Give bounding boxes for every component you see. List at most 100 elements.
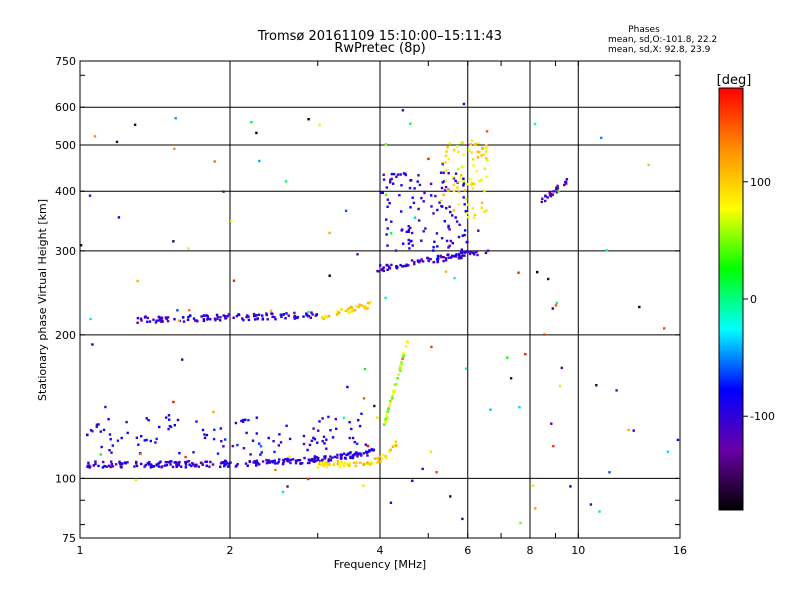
data-point [466,183,469,186]
data-point [486,159,489,162]
data-point [358,303,361,306]
colorbar-ticks: 100 0 -100 [743,176,775,423]
data-point [247,419,250,422]
y-tick-label: 100 [55,472,76,485]
data-point [401,265,404,268]
data-point [436,257,439,261]
data-point [322,460,325,464]
data-point [325,315,328,319]
data-point [95,425,98,428]
data-point [477,229,480,232]
data-point [102,460,105,464]
data-point [444,161,447,164]
data-point [386,263,389,267]
data-point [266,318,269,321]
data-point [148,460,151,464]
chart-title: Tromsø 20161109 15:10:00–15:11:43 [257,29,502,44]
data-point [115,140,119,144]
data-point [381,453,385,457]
data-point [482,153,486,156]
data-point [385,186,388,189]
data-point [436,259,439,263]
data-point [256,317,259,321]
data-point [456,186,459,189]
data-point [340,453,344,457]
data-point [227,465,230,468]
data-point [379,264,382,267]
data-point [255,314,258,317]
data-point [139,317,143,320]
data-point [255,131,258,135]
data-point [145,417,148,420]
data-point [393,444,396,447]
data-point [462,184,465,187]
data-point [329,429,332,432]
data-point [323,462,326,466]
data-point [439,171,443,174]
data-point [108,433,112,436]
data-point [464,198,468,201]
data-point [293,311,296,315]
data-point [427,157,430,161]
chart-subtitle: RwPretec (8p) [334,41,425,56]
data-point [343,461,347,464]
data-point [149,466,153,469]
data-point [328,462,331,466]
data-point [288,458,292,462]
data-point [477,142,480,145]
data-point [209,460,212,464]
data-point [389,232,393,235]
data-point [246,314,249,317]
data-point [173,424,176,427]
data-point [400,361,403,364]
data-point [342,465,346,468]
data-point [365,462,369,465]
data-point [271,315,274,318]
data-point [480,178,483,181]
data-point [109,465,112,469]
data-point [417,174,420,177]
data-point [546,196,549,199]
data-point [554,304,558,307]
data-point [265,462,269,465]
data-point [291,458,295,461]
data-point [296,316,299,319]
data-point [303,456,306,460]
data-point [244,462,248,465]
data-point [268,461,272,464]
data-point [589,503,593,506]
data-point [339,456,343,459]
data-point [540,200,543,204]
data-point [166,320,170,323]
data-point [467,250,471,253]
data-point [325,466,328,469]
data-point [325,461,328,464]
data-point [271,461,275,464]
data-point [105,465,108,468]
data-point [135,464,139,468]
data-point [284,180,288,183]
data-point [405,264,408,268]
data-point [469,143,472,146]
data-point [286,457,289,460]
data-point [284,458,287,461]
data-point [158,316,161,319]
data-point [430,345,433,349]
data-point [486,249,490,252]
data-point [555,301,558,305]
data-point [474,250,478,253]
data-point [312,427,315,430]
data-point [336,460,340,463]
data-point [307,310,310,314]
data-point [418,183,422,187]
data-point [149,463,152,466]
data-point [293,317,296,320]
data-point [450,256,453,259]
data-point [89,429,93,432]
data-point [201,463,204,466]
data-point [288,437,292,441]
data-point [440,186,444,190]
data-point [366,450,369,454]
data-point [389,181,392,184]
data-point [353,452,356,456]
